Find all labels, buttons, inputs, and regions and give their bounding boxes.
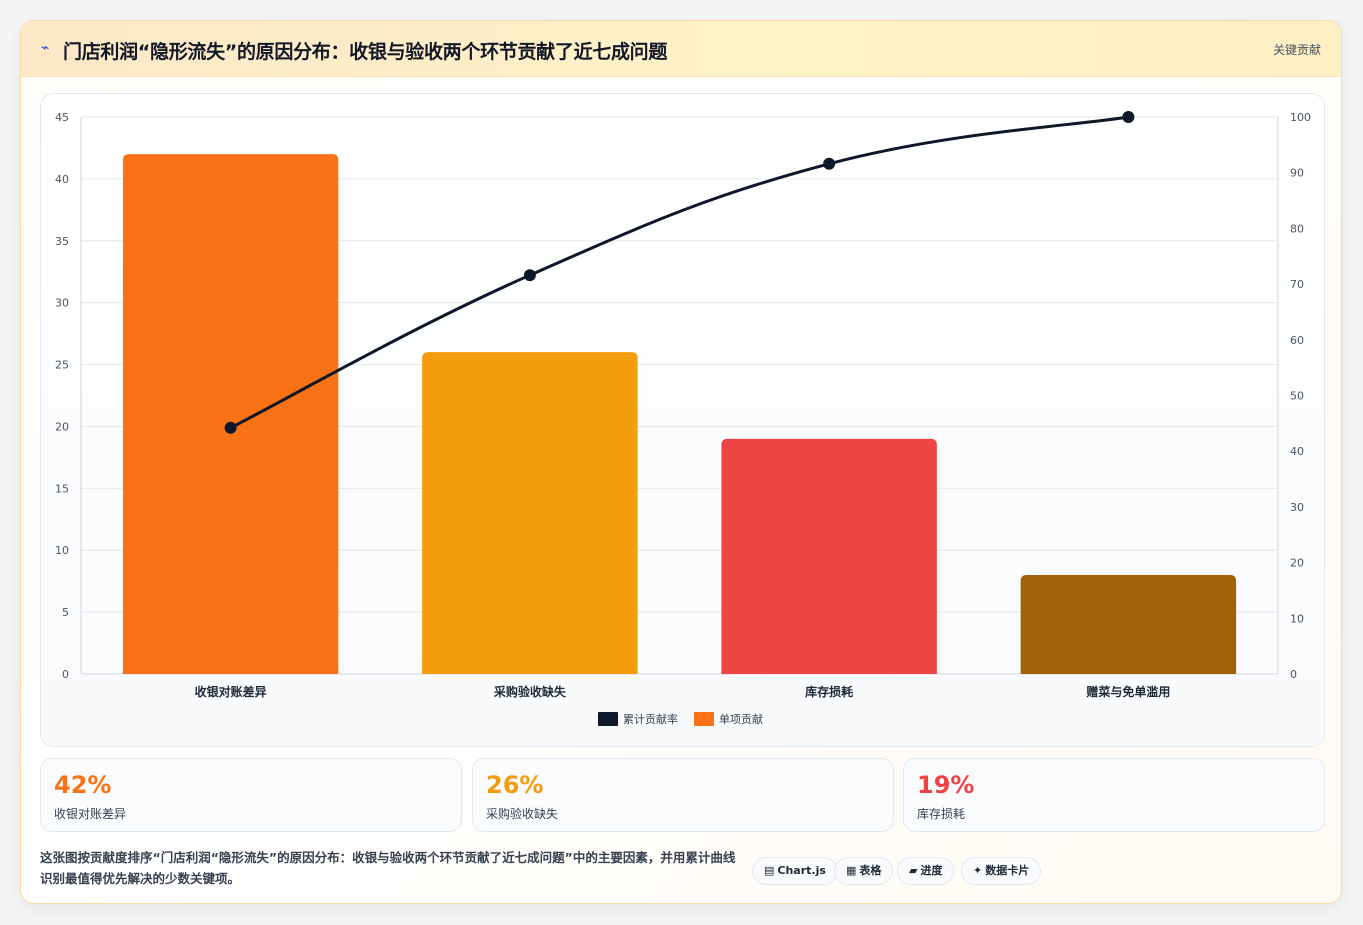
y-right-tick-label: 10: [1290, 612, 1304, 625]
progress-icon: ▰: [909, 864, 918, 877]
pareto-chart-panel: 0 5 10 15 20 25 30 35 40 45 0 10 20 30 40 50 60 70 80 90 100…: [40, 93, 1325, 747]
legend-label[interactable]: 累计贡献率: [623, 712, 678, 726]
x-tick-label: 采购验收缺失: [493, 684, 567, 699]
y-left-tick-label: 20: [55, 420, 69, 433]
kpi-label: 收银对账差异: [54, 807, 127, 821]
y-right-tick-label: 80: [1290, 222, 1304, 235]
y-left-tick-label: 40: [55, 173, 69, 186]
kpi-card-3: 19% 库存损耗: [903, 758, 1325, 832]
legend-swatch[interactable]: [694, 712, 714, 726]
pill-label: 数据卡片: [985, 864, 1030, 877]
y-left-tick-label: 5: [62, 606, 69, 619]
page-title: 门店利润“隐形流失”的原因分布：收银与验收两个环节贡献了近七成问题: [63, 41, 668, 63]
y-right-tick-label: 30: [1290, 501, 1304, 514]
x-tick-label: 收银对账差异: [195, 684, 267, 699]
kpi-label: 库存损耗: [917, 807, 966, 821]
chart-description: 这张图按贡献度排序“门店利润“隐形流失”的原因分布：收银与验收两个环节贡献了近七…: [40, 850, 736, 886]
y-left-tick-label: 25: [55, 359, 69, 372]
y-left-tick-label: 0: [62, 668, 69, 681]
y-left-tick-label: 35: [55, 235, 69, 248]
cumulative-point[interactable]: [1122, 111, 1135, 123]
bar-2[interactable]: [422, 352, 638, 674]
sparkle-icon: ✦: [973, 864, 983, 877]
lightning-icon: ⌁: [41, 40, 50, 56]
y-right-tick-label: 20: [1290, 557, 1304, 570]
report-card: ⌁ 门店利润“隐形流失”的原因分布：收银与验收两个环节贡献了近七成问题 关键贡献…: [20, 20, 1342, 904]
x-tick-label: 赠菜与免单滥用: [1086, 684, 1170, 699]
pill-label: 表格: [859, 864, 882, 877]
y-right-tick-label: 90: [1290, 167, 1304, 180]
pareto-chart: 0 5 10 15 20 25 30 35 40 45 0 10 20 30 40 50 60 70 80 90 100…: [55, 111, 1311, 726]
cumulative-point[interactable]: [523, 269, 536, 282]
cumulative-point[interactable]: [823, 157, 836, 170]
y-right-tick-label: 0: [1290, 668, 1297, 681]
chart-icon: ▤: [764, 864, 775, 877]
pill-label: 进度: [920, 864, 943, 877]
kpi-value: 26%: [486, 771, 544, 799]
bar-4[interactable]: [1020, 574, 1237, 674]
kpi-value: 19%: [917, 771, 975, 799]
header-tag: 关键贡献: [1272, 43, 1321, 57]
legend-label[interactable]: 单项贡献: [719, 712, 763, 726]
kpi-card-2: 26% 采购验收缺失: [472, 758, 894, 832]
pill-data-cards[interactable]: ✦ 数据卡片: [961, 857, 1042, 885]
cumulative-line: [229, 115, 1129, 430]
y-right-tick-label: 100: [1290, 111, 1311, 124]
y-left-tick-label: 30: [55, 297, 69, 310]
cumulative-point[interactable]: [224, 421, 237, 434]
pill-table[interactable]: ▦ 表格: [834, 857, 894, 885]
y-left-tick-label: 10: [55, 544, 69, 557]
kpi-value: 42%: [54, 771, 112, 799]
y-right-tick-label: 70: [1290, 278, 1304, 291]
y-right-tick-label: 60: [1290, 334, 1304, 347]
pill-label: Chart.js: [777, 864, 826, 877]
bar-1[interactable]: [122, 154, 339, 675]
x-tick-label: 库存损耗: [805, 684, 853, 699]
kpi-card-1: 42% 收银对账差异: [40, 758, 462, 832]
table-icon: ▦: [846, 864, 857, 877]
pill-progress[interactable]: ▰ 进度: [897, 857, 955, 885]
card-header: ⌁ 门店利润“隐形流失”的原因分布：收银与验收两个环节贡献了近七成问题 关键贡献: [21, 21, 1341, 77]
y-left-tick-label: 15: [55, 482, 69, 495]
kpi-label: 采购验收缺失: [486, 807, 559, 821]
pill-chartjs[interactable]: ▤ Chart.js: [752, 857, 838, 885]
legend-swatch[interactable]: [598, 712, 618, 726]
bar-3[interactable]: [721, 438, 937, 674]
y-right-tick-label: 50: [1290, 390, 1304, 403]
y-left-tick-label: 45: [55, 111, 69, 124]
y-right-tick-label: 40: [1290, 445, 1304, 458]
